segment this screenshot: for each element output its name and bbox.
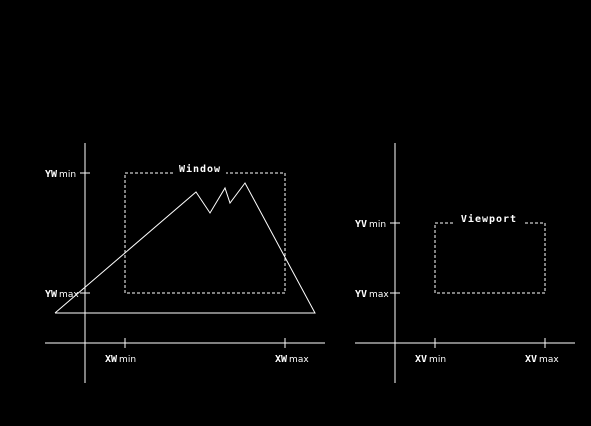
yw-max-label: YW max: [45, 289, 79, 300]
viewport-title: Viewport: [461, 213, 517, 225]
yv-min-label: YV min: [355, 219, 386, 230]
xw-min-label: XW min: [105, 354, 136, 365]
window-title: Window: [179, 163, 221, 175]
xv-max-label: XV max: [525, 354, 559, 365]
xw-max-label: XW max: [275, 354, 309, 365]
xv-min-label: XV min: [415, 354, 446, 365]
yv-max-label: YV max: [355, 289, 389, 300]
yw-min-label: YW min: [45, 169, 76, 180]
